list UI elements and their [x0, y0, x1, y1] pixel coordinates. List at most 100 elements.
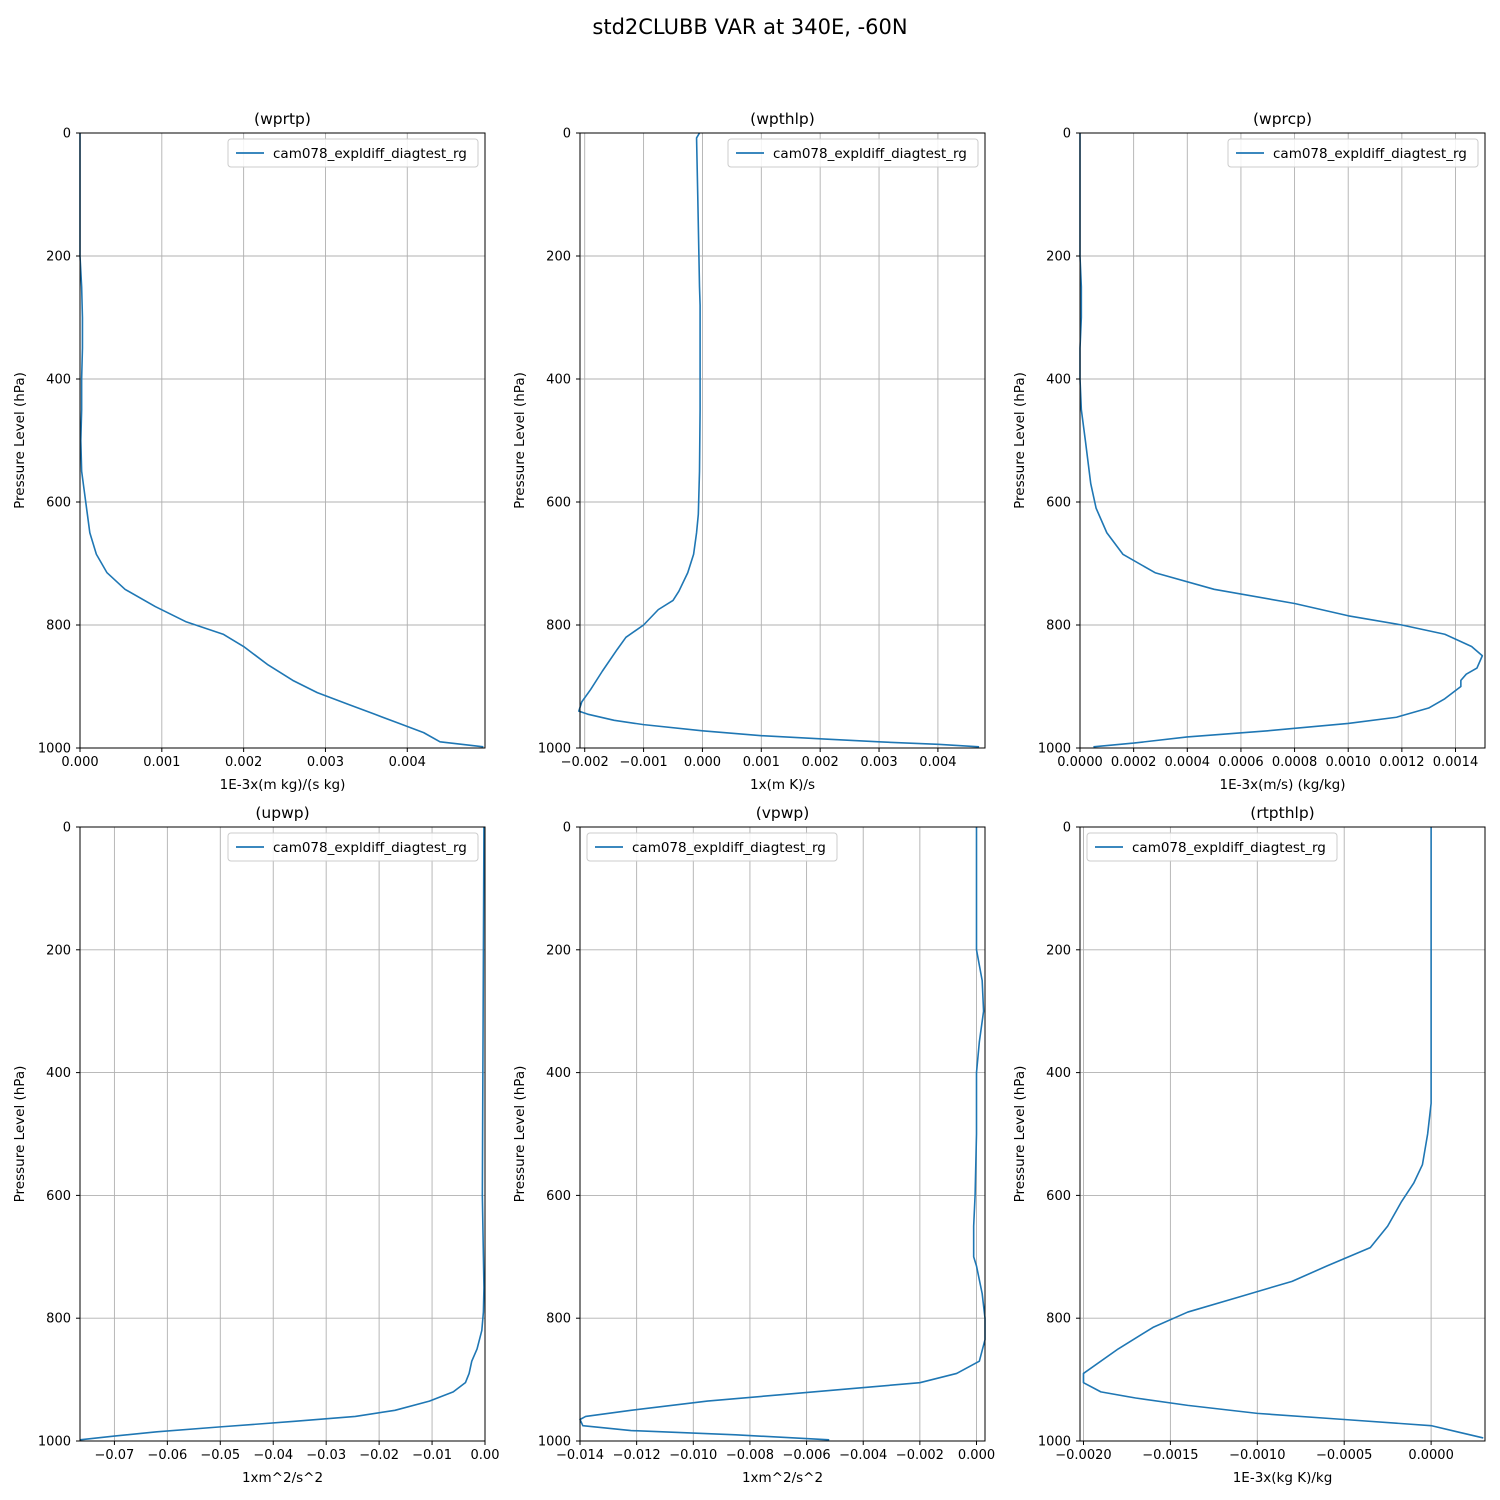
x-tick-label: −0.01 [412, 1448, 452, 1463]
y-tick-label: 1000 [38, 1435, 71, 1450]
x-tick-label: 0.0008 [1272, 755, 1318, 770]
x-tick-label: −0.06 [147, 1448, 187, 1463]
x-tick-label: 0.0014 [1433, 755, 1479, 770]
y-tick-label: 400 [46, 373, 71, 388]
x-tick-label: 0.002 [225, 755, 262, 770]
y-tick-label: 600 [46, 496, 71, 511]
y-tick-label: 800 [1046, 619, 1071, 634]
y-tick-label: 1000 [538, 1435, 571, 1450]
chart-panel-3: 0.0000 0.0002 0.0004 0.0006 0.0008 0.0010 0.00… [1012, 110, 1486, 793]
y-axis-label: Pressure Level (hPa) [12, 1066, 28, 1203]
x-tick-label: −0.010 [669, 1448, 717, 1463]
x-tick-label: −0.0015 [1142, 1448, 1198, 1463]
x-tick-label: 0.0010 [1325, 755, 1371, 770]
y-tick-label: 400 [1046, 373, 1071, 388]
legend-box [1227, 138, 1479, 168]
legend-box [1086, 832, 1338, 862]
y-tick-label: 200 [46, 250, 71, 265]
series-line [79, 133, 484, 748]
x-tick-label: 0.0012 [1379, 755, 1425, 770]
x-tick-label: 0.0004 [1165, 755, 1211, 770]
y-tick-label: 0 [63, 821, 71, 836]
y-axis-label: Pressure Level (hPa) [512, 1066, 528, 1203]
x-tick-label: 0.004 [919, 755, 956, 770]
y-tick-label: 0 [563, 821, 571, 836]
x-tick-label: 0.003 [307, 755, 344, 770]
y-tick-label: 600 [1046, 1189, 1071, 1204]
x-tick-label: −0.001 [620, 755, 668, 770]
x-axis-label: 1E-3x(m kg)/(s kg) [220, 777, 346, 793]
legend-box [227, 832, 479, 862]
x-tick-label: 0.00 [471, 1448, 500, 1463]
y-tick-label: 0 [1063, 821, 1071, 836]
y-axis-label: Pressure Level (hPa) [512, 372, 528, 509]
y-tick-label: 800 [546, 619, 571, 634]
x-axis-label: 1E-3x(m/s) (kg/kg) [1220, 777, 1346, 793]
axes-frame [579, 826, 986, 1442]
legend-label: cam078_expldiff_diagtest_rg [273, 146, 467, 162]
x-tick-label: 0.0002 [1111, 755, 1157, 770]
x-tick-label: −0.03 [306, 1448, 346, 1463]
x-tick-label: 0.001 [743, 755, 780, 770]
y-tick-label: 0 [563, 127, 571, 142]
panel-title: (wpthlp) [750, 110, 815, 128]
series-line [579, 827, 986, 1441]
axes-frame [1079, 826, 1486, 1442]
legend-label: cam078_expldiff_diagtest_rg [273, 840, 467, 856]
axes-frame [79, 132, 486, 749]
y-tick-label: 0 [1063, 127, 1071, 142]
legend-box [227, 138, 479, 168]
y-tick-label: 1000 [38, 742, 71, 757]
panel-title: (upwp) [255, 804, 309, 822]
y-tick-label: 0 [63, 127, 71, 142]
legend-box [727, 138, 979, 168]
x-axis-label: 1E-3x(kg K)/kg [1233, 1470, 1333, 1486]
axes-frame [1079, 132, 1486, 749]
x-tick-label: −0.012 [613, 1448, 661, 1463]
series-line [79, 826, 485, 1441]
figure-title: std2CLUBB VAR at 340E, -60N [592, 15, 908, 39]
x-tick-label: 0.003 [860, 755, 897, 770]
panel-title: (vpwp) [756, 804, 810, 822]
chart-panel-1: 0.000 0.001 0.002 0.003 0.004 0 200 400 600 800 10… [12, 110, 486, 793]
legend: cam078_expldiff_diagtest_rg [1086, 832, 1338, 862]
legend-box [586, 832, 838, 862]
legend-label: cam078_expldiff_diagtest_rg [1273, 146, 1467, 162]
x-tick-label: 0.001 [143, 755, 180, 770]
y-tick-label: 1000 [1038, 742, 1071, 757]
y-tick-label: 200 [1046, 943, 1071, 958]
axes-frame [79, 826, 486, 1442]
y-tick-label: 800 [1046, 1312, 1071, 1327]
x-axis-label: 1xm^2/s^2 [242, 1470, 323, 1486]
y-tick-label: 400 [46, 1066, 71, 1081]
y-tick-label: 200 [546, 943, 571, 958]
y-tick-label: 800 [546, 1312, 571, 1327]
y-tick-label: 800 [46, 1312, 71, 1327]
x-tick-label: 0.000 [61, 755, 98, 770]
y-tick-label: 1000 [1038, 1435, 1071, 1450]
legend: cam078_expldiff_diagtest_rg [727, 138, 979, 168]
y-tick-label: 600 [546, 496, 571, 511]
x-tick-label: 0.0000 [1057, 755, 1103, 770]
legend-label: cam078_expldiff_diagtest_rg [1132, 840, 1326, 856]
y-tick-label: 400 [546, 1066, 571, 1081]
chart-panel-4: −0.07 −0.06 −0.05 −0.04 −0.03 −0.02 −0.01 0.00 0… [12, 804, 499, 1486]
y-tick-label: 400 [1046, 1066, 1071, 1081]
y-tick-label: 600 [46, 1189, 71, 1204]
y-tick-label: 600 [546, 1189, 571, 1204]
series-line [578, 132, 980, 748]
x-axis-label: 1xm^2/s^2 [742, 1470, 823, 1486]
y-tick-label: 400 [546, 373, 571, 388]
x-tick-label: 0.0006 [1218, 755, 1264, 770]
panel-title: (rtpthlp) [1250, 804, 1314, 822]
x-tick-label: 0.000 [958, 1448, 995, 1463]
x-tick-label: 0.002 [802, 755, 839, 770]
x-tick-label: −0.0005 [1316, 1448, 1372, 1463]
x-tick-label: −0.02 [359, 1448, 399, 1463]
x-tick-label: −0.014 [556, 1448, 604, 1463]
series-line [1079, 133, 1484, 748]
legend: cam078_expldiff_diagtest_rg [227, 138, 479, 168]
y-axis-label: Pressure Level (hPa) [12, 372, 28, 509]
x-axis-label: 1x(m K)/s [750, 777, 815, 793]
